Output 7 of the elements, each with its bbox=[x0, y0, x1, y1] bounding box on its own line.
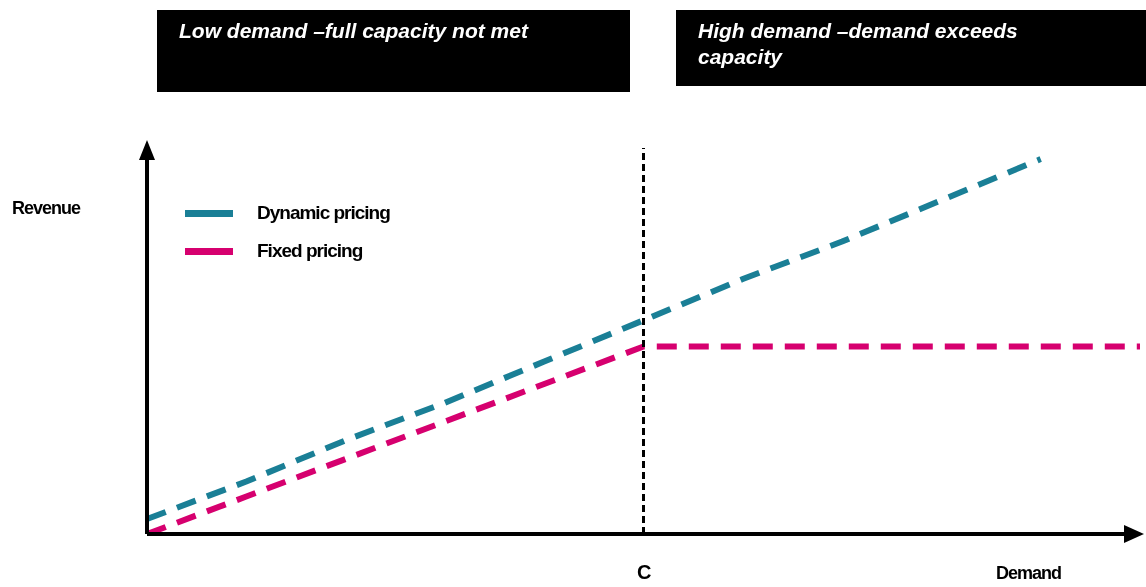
legend-label: Dynamic pricing bbox=[257, 202, 390, 224]
text: C bbox=[637, 561, 651, 584]
text: Low demand –full capacity not met bbox=[157, 10, 630, 92]
y-axis-title: Revenue bbox=[12, 198, 81, 219]
legend-label: Fixed pricing bbox=[257, 240, 363, 262]
x-axis-title: Demand bbox=[996, 563, 1062, 584]
text: High demand –demand exceeds capacity bbox=[676, 10, 1146, 86]
